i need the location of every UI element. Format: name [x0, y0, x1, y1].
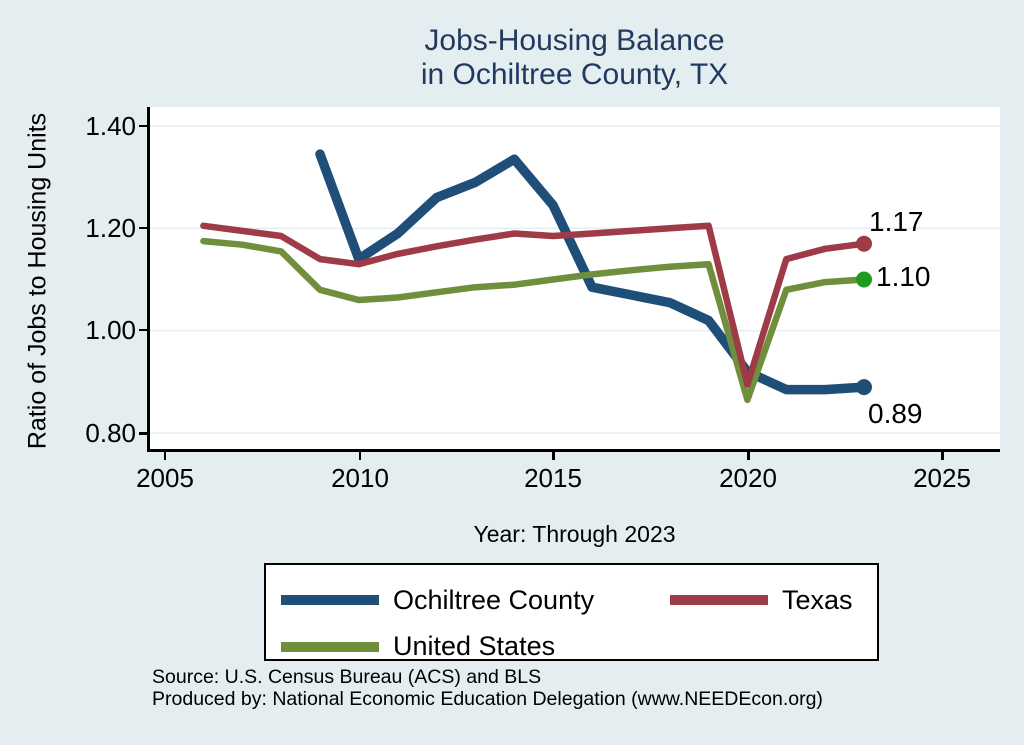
- plot-area: [149, 107, 1000, 449]
- legend-swatch-ochiltree-county: [281, 595, 379, 605]
- x-tick-label-2020: 2020: [719, 463, 777, 493]
- legend-label-texas: Texas: [782, 585, 853, 615]
- y-axis-title: Ratio of Jobs to Housing Units: [23, 112, 52, 450]
- legend-label-ochiltree-county: Ochiltree County: [393, 585, 595, 615]
- x-tick-2005: [163, 451, 167, 460]
- x-tick-2025: [941, 451, 944, 460]
- y-tick-label-080: 0.80: [85, 418, 136, 448]
- x-tick-2020: [747, 451, 750, 460]
- y-tick-label-120: 1.20: [85, 213, 136, 243]
- y-tick-label-100: 1.00: [85, 315, 136, 345]
- x-tick-label-2010: 2010: [331, 463, 389, 493]
- chart-title-line1: Jobs-Housing Balance: [424, 24, 725, 57]
- y-tick-label-140: 1.40: [85, 111, 136, 141]
- end-label-ochiltree-county: 0.89: [868, 398, 923, 429]
- y-tick-120: [139, 226, 149, 229]
- end-marker-ochiltree-county: [856, 379, 872, 396]
- end-marker-texas: [856, 235, 872, 252]
- legend-swatch-united-states: [281, 642, 379, 652]
- line-united-states: [200, 237, 868, 404]
- plot-svg: [149, 125, 1000, 434]
- chart-title: Jobs-Housing Balance in Ochiltree County…: [149, 24, 1000, 92]
- y-tick-100: [139, 328, 149, 332]
- chart-title-line2: in Ochiltree County, TX: [420, 58, 729, 91]
- y-tick-080: [139, 432, 149, 435]
- x-tick-label-2015: 2015: [524, 463, 582, 493]
- source-note: Source: U.S. Census Bureau (ACS) and BLS: [152, 666, 542, 688]
- legend-label-united-states: United States: [393, 631, 556, 661]
- x-tick-label-2005: 2005: [136, 463, 194, 493]
- x-tick-2015: [552, 451, 555, 460]
- x-tick-2010: [358, 451, 362, 460]
- producer-note: Produced by: National Economic Education…: [152, 688, 823, 710]
- x-axis-line: [147, 449, 1000, 452]
- legend: Ochiltree County Texas United States: [264, 563, 879, 661]
- x-tick-label-2025: 2025: [913, 463, 971, 493]
- legend-swatch-texas: [670, 595, 768, 605]
- y-axis-line: [147, 107, 150, 451]
- line-texas: [200, 222, 868, 388]
- y-tick-140: [139, 124, 149, 127]
- line-ochiltree-county: [315, 149, 869, 395]
- end-label-united-states: 1.10: [876, 261, 931, 292]
- end-marker-united-states: [856, 271, 872, 288]
- x-axis-title: Year: Through 2023: [473, 521, 676, 547]
- end-label-texas: 1.17: [869, 206, 924, 237]
